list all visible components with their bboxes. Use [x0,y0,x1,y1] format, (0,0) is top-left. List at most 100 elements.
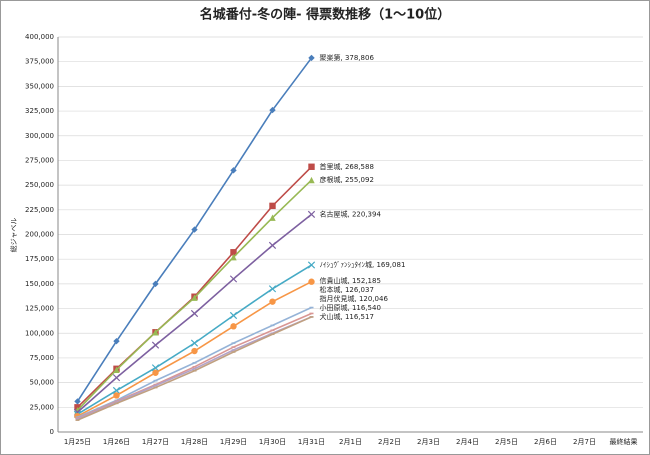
marker [268,241,277,249]
x-tick-label: 2月4日 [456,438,479,446]
marker [152,329,159,336]
chart-title: 名城番付-冬の陣- 得票数推移（1〜10位） [200,7,450,23]
y-tick-label: 225,000 [25,206,54,214]
marker [268,285,277,293]
x-tick-label: 2月5日 [495,438,518,446]
marker [308,176,315,184]
marker [75,419,80,421]
marker [269,298,276,305]
y-tick-label: 100,000 [25,329,54,337]
marker [309,312,314,315]
y-tick-label: 75,000 [30,354,55,362]
x-tick-label: 2月3日 [417,438,440,446]
y-tick-label: 250,000 [25,181,54,189]
data-label: 松本城, 126,037 [320,285,374,294]
marker [192,368,197,370]
x-tick-label: 1月30日 [259,438,286,446]
marker [231,349,236,351]
marker [75,417,80,419]
marker [153,379,158,382]
x-tick-label: 最終結果 [610,437,638,446]
y-tick-label: 0 [50,428,54,436]
data-label: 彦根城, 255,092 [320,175,374,184]
marker [191,226,198,233]
marker [307,261,316,269]
data-label: 指月伏見城, 120,046 [320,294,389,303]
marker [229,311,238,320]
marker [230,254,237,261]
y-tick-label: 125,000 [25,305,54,313]
marker [153,384,158,387]
marker [192,369,197,372]
marker [230,323,237,330]
marker [308,163,315,170]
marker [192,366,197,368]
y-tick-label: 175,000 [25,255,54,263]
marker [114,402,119,405]
marker [152,280,159,288]
marker [75,416,80,418]
marker [309,316,314,318]
marker [114,401,119,404]
y-tick-label: 25,000 [30,403,55,411]
data-label: 信貴山城, 152,185 [320,276,381,285]
x-tick-label: 1月27日 [142,438,169,446]
marker [231,346,236,348]
marker [270,333,275,336]
marker [309,306,314,309]
marker [270,329,275,332]
marker [114,400,119,403]
marker [152,369,159,376]
y-tick-label: 150,000 [25,280,54,288]
marker [153,386,158,389]
marker [308,278,315,285]
marker [151,364,160,372]
marker [270,324,275,327]
x-tick-label: 1月31日 [298,438,325,446]
marker [230,249,237,256]
y-tick-label: 400,000 [25,33,54,41]
marker [112,374,121,382]
marker [113,337,120,345]
marker [151,341,160,349]
y-tick-label: 375,000 [25,58,54,66]
data-label: 聚楽第, 378,806 [320,53,375,62]
data-label: 名古屋城, 220,394 [320,209,382,218]
marker [192,362,197,364]
data-label: 首里城, 268,588 [320,162,374,171]
marker [114,399,119,402]
marker [191,294,198,301]
marker [231,342,236,344]
marker [113,392,120,399]
data-label: ﾉｲｼｭｳﾞｧﾝｼｭﾀｲﾝ城, 169,081 [320,261,406,269]
marker [153,383,158,386]
marker [113,366,120,373]
y-axis-label: 総ジャベル [9,218,18,253]
marker [190,309,199,318]
marker [269,214,276,221]
y-tick-label: 275,000 [25,156,54,164]
x-tick-label: 2月7日 [573,438,596,446]
marker [74,398,81,405]
x-tick-label: 1月26日 [103,438,130,446]
y-tick-label: 200,000 [25,231,54,239]
x-tick-label: 1月25日 [64,438,91,446]
marker [230,167,237,174]
x-tick-label: 1月28日 [181,438,208,446]
y-tick-label: 50,000 [30,379,55,387]
x-tick-label: 2月1日 [339,438,362,446]
marker [307,210,316,218]
marker [269,106,276,114]
x-tick-label: 2月6日 [534,438,557,446]
marker [191,347,198,355]
y-tick-label: 300,000 [25,132,54,140]
marker [231,351,236,353]
y-tick-label: 325,000 [25,107,54,115]
marker [229,275,238,283]
marker [270,332,275,335]
marker [308,54,315,62]
marker [190,339,199,347]
marker [112,386,121,395]
data-label: 犬山城, 116,517 [320,312,374,321]
